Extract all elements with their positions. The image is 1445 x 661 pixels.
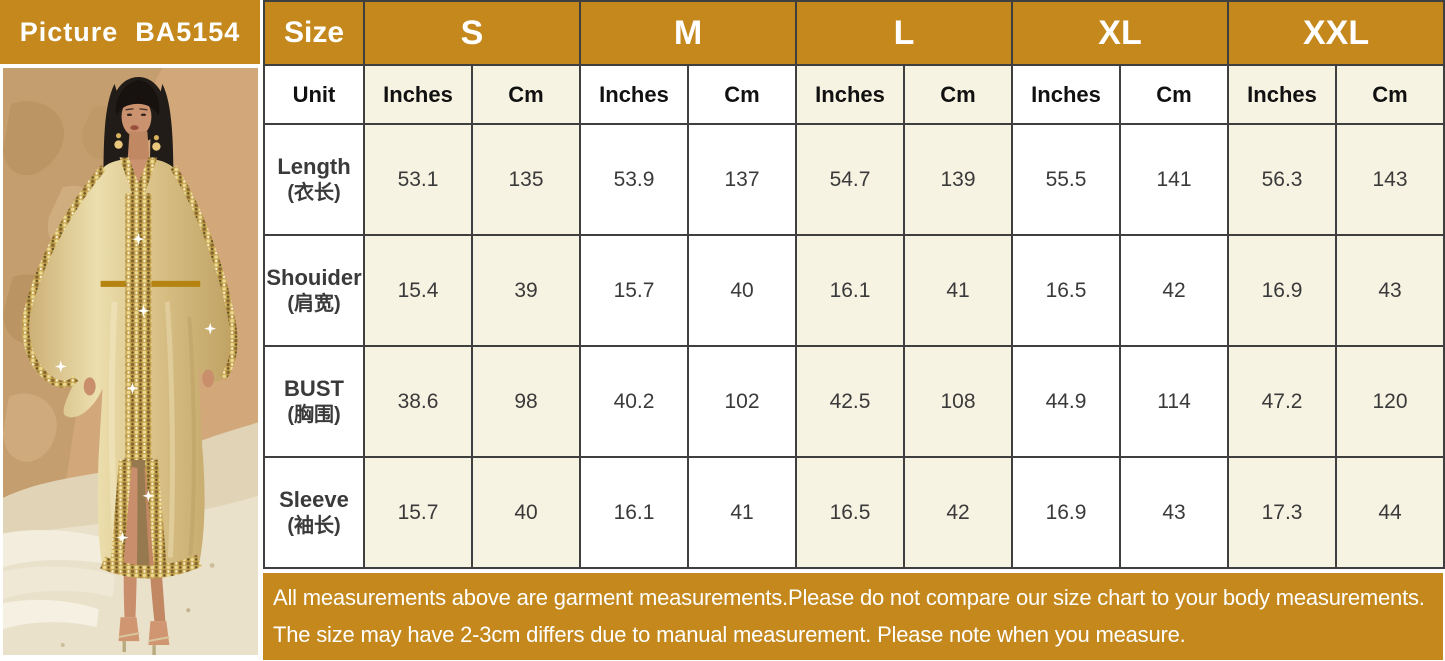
unit-cell-m-inches: Inches xyxy=(579,64,689,125)
unit-cell-s-cm: Cm xyxy=(471,64,581,125)
measurement-cell: 53.1 xyxy=(363,123,473,236)
measurement-cell: 16.5 xyxy=(1011,234,1122,347)
picture-header: Picture BA5154 xyxy=(0,0,260,64)
col-header-s: S xyxy=(363,0,581,66)
measurement-cell: 16.1 xyxy=(579,456,689,569)
measurement-cell: 41 xyxy=(903,234,1014,347)
measurement-cell: 17.3 xyxy=(1227,456,1338,569)
measurement-cell: 16.5 xyxy=(795,456,906,569)
row-label-sleeve: Sleeve (袖长) xyxy=(263,456,365,569)
measurement-cell: 16.9 xyxy=(1011,456,1122,569)
measurement-cell: 41 xyxy=(686,456,798,569)
product-photo-illustration xyxy=(3,68,258,655)
measurement-cell: 15.4 xyxy=(363,234,473,347)
unit-cell-xxl-inches: Inches xyxy=(1227,64,1338,125)
unit-cell-m-cm: Cm xyxy=(686,64,798,125)
row-label-bust: BUST (胸围) xyxy=(263,345,365,458)
col-header-xl: XL xyxy=(1011,0,1230,66)
unit-label-cell: Unit xyxy=(263,64,365,125)
disclaimer-line-1: All measurements above are garment measu… xyxy=(273,584,1425,610)
measurement-cell: 15.7 xyxy=(363,456,473,569)
measurement-cell: 42 xyxy=(903,456,1014,569)
measurement-cell: 139 xyxy=(903,123,1014,236)
measurement-cell: 102 xyxy=(686,345,798,458)
measurement-cell: 120 xyxy=(1335,345,1445,458)
col-header-m: M xyxy=(578,0,798,66)
unit-cell-xxl-cm: Cm xyxy=(1335,64,1445,125)
measurement-cell: 43 xyxy=(1335,234,1445,347)
measurement-cell: 16.1 xyxy=(795,234,906,347)
measurement-cell: 143 xyxy=(1335,123,1445,236)
measurement-cell: 16.9 xyxy=(1227,234,1338,347)
row-sleeve: Sleeve (袖长) 15.7 40 16.1 41 16.5 42 16.9… xyxy=(263,456,1445,569)
table-area: Size S M L XL XXL Unit Inches Cm Inches … xyxy=(260,0,1445,661)
measurement-cell: 114 xyxy=(1119,345,1230,458)
measurement-cell: 42 xyxy=(1119,234,1230,347)
unit-row: Unit Inches Cm Inches Cm Inches Cm Inche… xyxy=(263,64,1445,125)
measurement-cell: 42.5 xyxy=(795,345,906,458)
row-bust: BUST (胸围) 38.6 98 40.2 102 42.5 108 44.9… xyxy=(263,345,1445,458)
measurement-cell: 53.9 xyxy=(579,123,689,236)
measurement-cell: 43 xyxy=(1119,456,1230,569)
measurement-cell: 56.3 xyxy=(1227,123,1338,236)
col-header-xxl: XXL xyxy=(1227,0,1445,66)
row-label-length: Length (衣长) xyxy=(263,123,365,236)
measurement-cell: 47.2 xyxy=(1227,345,1338,458)
size-table: Size S M L XL XXL Unit Inches Cm Inches … xyxy=(263,0,1445,569)
row-length: Length (衣长) 53.1 135 53.9 137 54.7 139 5… xyxy=(263,123,1445,236)
measurement-cell: 40 xyxy=(686,234,798,347)
measurement-cell: 55.5 xyxy=(1011,123,1122,236)
measurement-disclaimer: All measurements above are garment measu… xyxy=(263,573,1443,660)
measurement-cell: 38.6 xyxy=(363,345,473,458)
row-label-shoulder: Shouider (肩宽) xyxy=(263,234,365,347)
measurement-cell: 98 xyxy=(471,345,581,458)
measurement-cell: 39 xyxy=(471,234,581,347)
measurement-cell: 54.7 xyxy=(795,123,906,236)
unit-cell-l-cm: Cm xyxy=(903,64,1014,125)
measurement-cell: 137 xyxy=(686,123,798,236)
size-header-cell: Size xyxy=(263,0,365,66)
measurement-cell: 44.9 xyxy=(1011,345,1122,458)
size-header-row: Size S M L XL XXL xyxy=(263,0,1445,66)
measurement-cell: 40.2 xyxy=(579,345,689,458)
picture-header-label: Picture BA5154 xyxy=(19,16,241,47)
measurement-cell: 135 xyxy=(471,123,581,236)
unit-cell-xl-cm: Cm xyxy=(1119,64,1230,125)
product-photo xyxy=(0,68,260,658)
unit-cell-l-inches: Inches xyxy=(795,64,906,125)
measurement-cell: 40 xyxy=(471,456,581,569)
measurement-cell: 44 xyxy=(1335,456,1445,569)
measurement-cell: 141 xyxy=(1119,123,1230,236)
picture-column: Picture BA5154 xyxy=(0,0,260,661)
unit-cell-xl-inches: Inches xyxy=(1011,64,1122,125)
col-header-l: L xyxy=(795,0,1014,66)
row-shoulder: Shouider (肩宽) 15.4 39 15.7 40 16.1 41 16… xyxy=(263,234,1445,347)
measurement-cell: 15.7 xyxy=(579,234,689,347)
unit-cell-s-inches: Inches xyxy=(363,64,473,125)
measurement-cell: 108 xyxy=(903,345,1014,458)
disclaimer-line-2: The size may have 2-3cm differs due to m… xyxy=(273,622,1186,648)
